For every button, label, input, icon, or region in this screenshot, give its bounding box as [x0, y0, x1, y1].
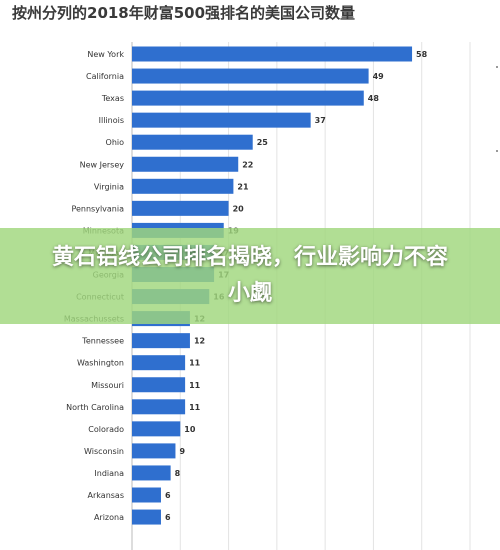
bar	[132, 68, 369, 84]
overlay-banner: 黄石铝线公司排名揭晓，行业影响力不容小觑	[0, 228, 500, 324]
value-label: 22	[242, 160, 253, 169]
category-label: Virginia	[94, 182, 124, 191]
category-label: California	[86, 72, 124, 81]
bar	[132, 112, 311, 128]
value-label: 9	[179, 447, 185, 456]
bar	[132, 377, 186, 393]
scroll-indicator	[496, 66, 498, 68]
value-label: 21	[237, 182, 249, 191]
scroll-indicator	[496, 150, 498, 152]
category-label: North Carolina	[66, 403, 124, 412]
value-label: 8	[175, 469, 181, 478]
bar	[132, 134, 253, 150]
bar	[132, 399, 186, 415]
category-label: Arkansas	[88, 491, 124, 500]
category-label: New York	[87, 50, 124, 59]
category-label: Wisconsin	[84, 447, 124, 456]
category-label: Texas	[101, 94, 124, 103]
category-label: Tennessee	[81, 337, 124, 346]
bar	[132, 487, 161, 503]
value-label: 11	[189, 403, 201, 412]
bar	[132, 156, 239, 172]
value-label: 11	[189, 381, 201, 390]
value-label: 48	[368, 94, 380, 103]
category-label: Colorado	[88, 425, 124, 434]
bar	[132, 333, 190, 349]
bar	[132, 46, 413, 62]
category-label: Missouri	[91, 381, 124, 390]
chart-title: 按州分列的2018年财富500强排名的美国公司数量	[12, 4, 356, 22]
category-label: New Jersey	[80, 160, 125, 169]
bar	[132, 465, 171, 481]
bar	[132, 200, 229, 216]
category-label: Illinois	[99, 116, 124, 125]
value-label: 49	[373, 72, 385, 81]
category-label: Pennsylvania	[71, 204, 124, 213]
bar	[132, 421, 181, 437]
category-label: Washington	[77, 359, 124, 368]
bar	[132, 90, 364, 106]
bar	[132, 509, 161, 525]
value-label: 6	[165, 513, 171, 522]
value-label: 25	[257, 138, 269, 147]
category-label: Indiana	[94, 469, 124, 478]
bar	[132, 443, 176, 459]
value-label: 10	[184, 425, 196, 434]
value-label: 11	[189, 359, 201, 368]
overlay-headline: 黄石铝线公司排名揭晓，行业影响力不容小觑	[51, 245, 448, 306]
value-label: 58	[416, 50, 428, 59]
bar	[132, 355, 186, 371]
value-label: 37	[315, 116, 326, 125]
value-label: 20	[233, 204, 245, 213]
category-label: Arizona	[94, 513, 124, 522]
value-label: 6	[165, 491, 171, 500]
value-label: 12	[194, 337, 205, 346]
category-label: Ohio	[106, 138, 125, 147]
bar	[132, 178, 234, 194]
